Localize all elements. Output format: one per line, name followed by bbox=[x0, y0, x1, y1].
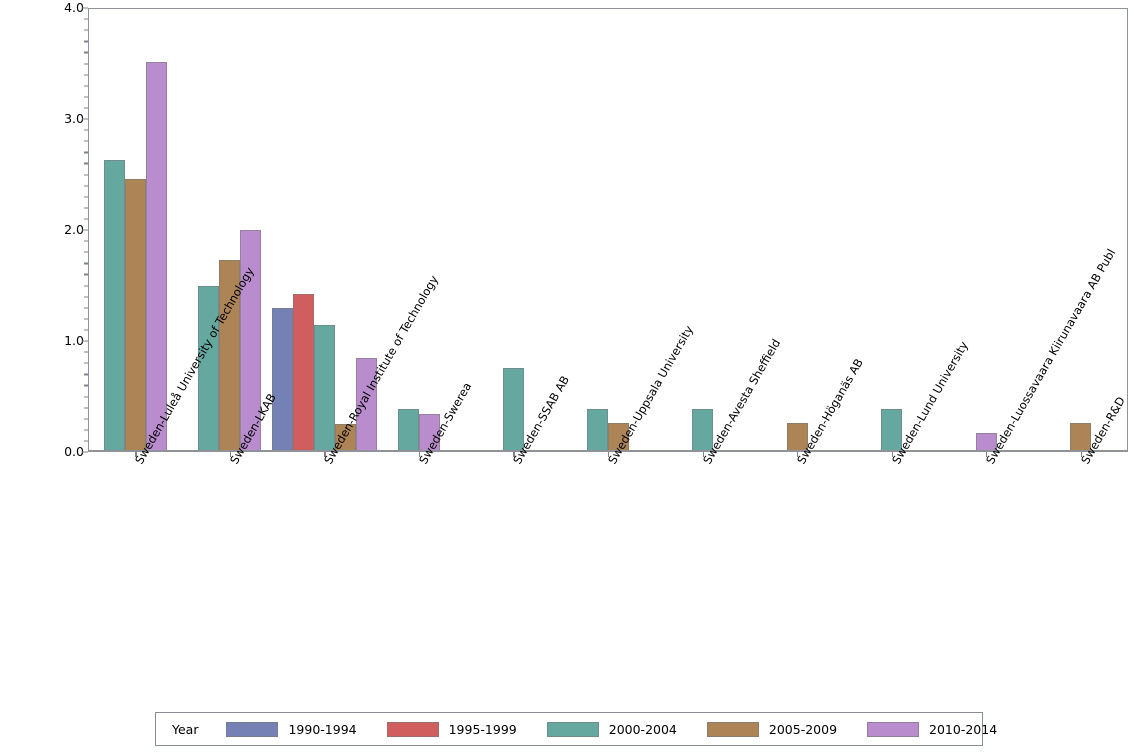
y-axis-tick-mark bbox=[82, 229, 88, 231]
legend-color-swatch bbox=[706, 721, 759, 737]
legend-item[interactable]: 1990-1994 bbox=[226, 721, 357, 737]
y-axis-minor-tick bbox=[84, 373, 88, 376]
y-axis-minor-tick bbox=[84, 296, 88, 298]
y-axis-minor-tick bbox=[84, 429, 88, 431]
y-axis-tick-label: 4.0 bbox=[64, 0, 84, 15]
y-axis-tick-mark bbox=[82, 340, 88, 342]
y-axis-minor-tick bbox=[84, 407, 88, 409]
y-axis-minor-tick bbox=[84, 329, 88, 331]
x-axis-tick-mark bbox=[418, 452, 421, 457]
x-axis-tick-mark bbox=[324, 452, 326, 457]
x-axis-tick-mark bbox=[986, 452, 988, 457]
legend-item[interactable]: 1995-1999 bbox=[386, 721, 517, 737]
y-axis-minor-tick bbox=[84, 351, 88, 353]
bar[interactable] bbox=[397, 408, 419, 452]
x-axis-tick-mark bbox=[608, 452, 610, 457]
legend-label: 1990-1994 bbox=[288, 721, 357, 737]
y-axis-minor-tick bbox=[84, 240, 88, 242]
y-axis-minor-tick bbox=[84, 285, 88, 287]
x-axis-tick-mark bbox=[1080, 452, 1083, 457]
x-axis-tick-mark bbox=[513, 452, 515, 457]
bar[interactable] bbox=[587, 408, 608, 452]
y-axis-minor-tick bbox=[84, 196, 88, 198]
y-axis-minor-tick bbox=[84, 185, 88, 187]
y-axis-tick-mark bbox=[82, 451, 88, 453]
y-axis-minor-tick bbox=[84, 418, 88, 420]
y-axis-minor-tick bbox=[84, 151, 88, 154]
legend-label: 1995-1999 bbox=[448, 721, 517, 737]
y-axis-minor-tick bbox=[84, 74, 88, 76]
y-axis-tick-label: 0.0 bbox=[64, 444, 84, 459]
y-axis-minor-tick bbox=[84, 262, 88, 265]
y-axis-minor-tick bbox=[84, 96, 88, 98]
y-axis-minor-tick bbox=[84, 63, 88, 65]
bar[interactable] bbox=[292, 294, 314, 452]
y-axis-minor-tick bbox=[84, 18, 88, 20]
legend-items: 1990-1994 1995-1999 2000-2004 2005-2009 2010… bbox=[226, 721, 1027, 737]
y-axis-minor-tick bbox=[84, 384, 88, 387]
y-axis-minor-tick bbox=[84, 273, 88, 276]
y-axis-tick-label: 2.0 bbox=[64, 222, 84, 237]
y-axis-minor-tick bbox=[84, 307, 88, 309]
x-axis-tick-mark bbox=[229, 452, 232, 457]
x-axis-tick-mark bbox=[797, 452, 799, 457]
y-axis-minor-tick bbox=[84, 162, 88, 165]
y-axis-minor-tick bbox=[84, 107, 88, 109]
y-axis-minor-tick bbox=[84, 396, 88, 398]
legend-title: Year bbox=[172, 721, 199, 737]
bar[interactable] bbox=[124, 178, 146, 452]
legend-label: 2005-2009 bbox=[768, 721, 838, 737]
x-axis-tick-mark bbox=[891, 452, 893, 457]
legend-color-swatch bbox=[546, 721, 599, 737]
legend-color-swatch bbox=[386, 721, 439, 737]
bar[interactable] bbox=[271, 307, 293, 452]
x-axis-line bbox=[88, 450, 1128, 452]
y-axis-tick-label: 3.0 bbox=[64, 111, 84, 126]
legend-item[interactable]: 2005-2009 bbox=[706, 721, 838, 737]
legend: Year 1990-1994 1995-1999 2000-2004 2005-200… bbox=[155, 712, 997, 746]
y-axis-tick-mark bbox=[82, 7, 88, 9]
legend-item[interactable]: 2000-2004 bbox=[546, 721, 677, 737]
y-axis-minor-tick bbox=[84, 251, 88, 253]
bar[interactable] bbox=[145, 62, 167, 452]
bar[interactable] bbox=[198, 285, 220, 452]
plot-area bbox=[88, 8, 1128, 452]
legend-label: 2010-2014 bbox=[929, 721, 998, 737]
x-axis-tick-mark bbox=[702, 452, 704, 457]
y-axis-minor-tick bbox=[84, 207, 88, 209]
y-axis-minor-tick bbox=[84, 362, 88, 364]
legend-color-swatch bbox=[867, 721, 920, 737]
legend-label: 2000-2004 bbox=[608, 721, 677, 737]
bar[interactable] bbox=[313, 325, 335, 452]
y-axis-minor-tick bbox=[84, 129, 88, 131]
y-axis-minor-tick bbox=[84, 140, 88, 142]
y-axis-tick-mark bbox=[82, 118, 88, 120]
bar-groups bbox=[88, 8, 1128, 452]
y-axis-minor-tick bbox=[84, 218, 88, 220]
bar[interactable] bbox=[103, 160, 125, 452]
y-axis-minor-tick bbox=[84, 51, 88, 54]
y-axis-minor-tick bbox=[84, 174, 88, 176]
y-axis-minor-tick bbox=[84, 29, 88, 31]
legend-item[interactable]: 2010-2014 bbox=[867, 721, 998, 737]
y-axis-minor-tick bbox=[84, 440, 88, 442]
y-axis-tick-label: 1.0 bbox=[64, 333, 84, 348]
y-axis-minor-tick bbox=[84, 85, 88, 87]
x-axis-tick-mark bbox=[135, 452, 137, 457]
y-axis-minor-tick bbox=[84, 318, 88, 320]
y-axis-minor-tick bbox=[84, 40, 88, 43]
legend-color-swatch bbox=[226, 721, 279, 737]
